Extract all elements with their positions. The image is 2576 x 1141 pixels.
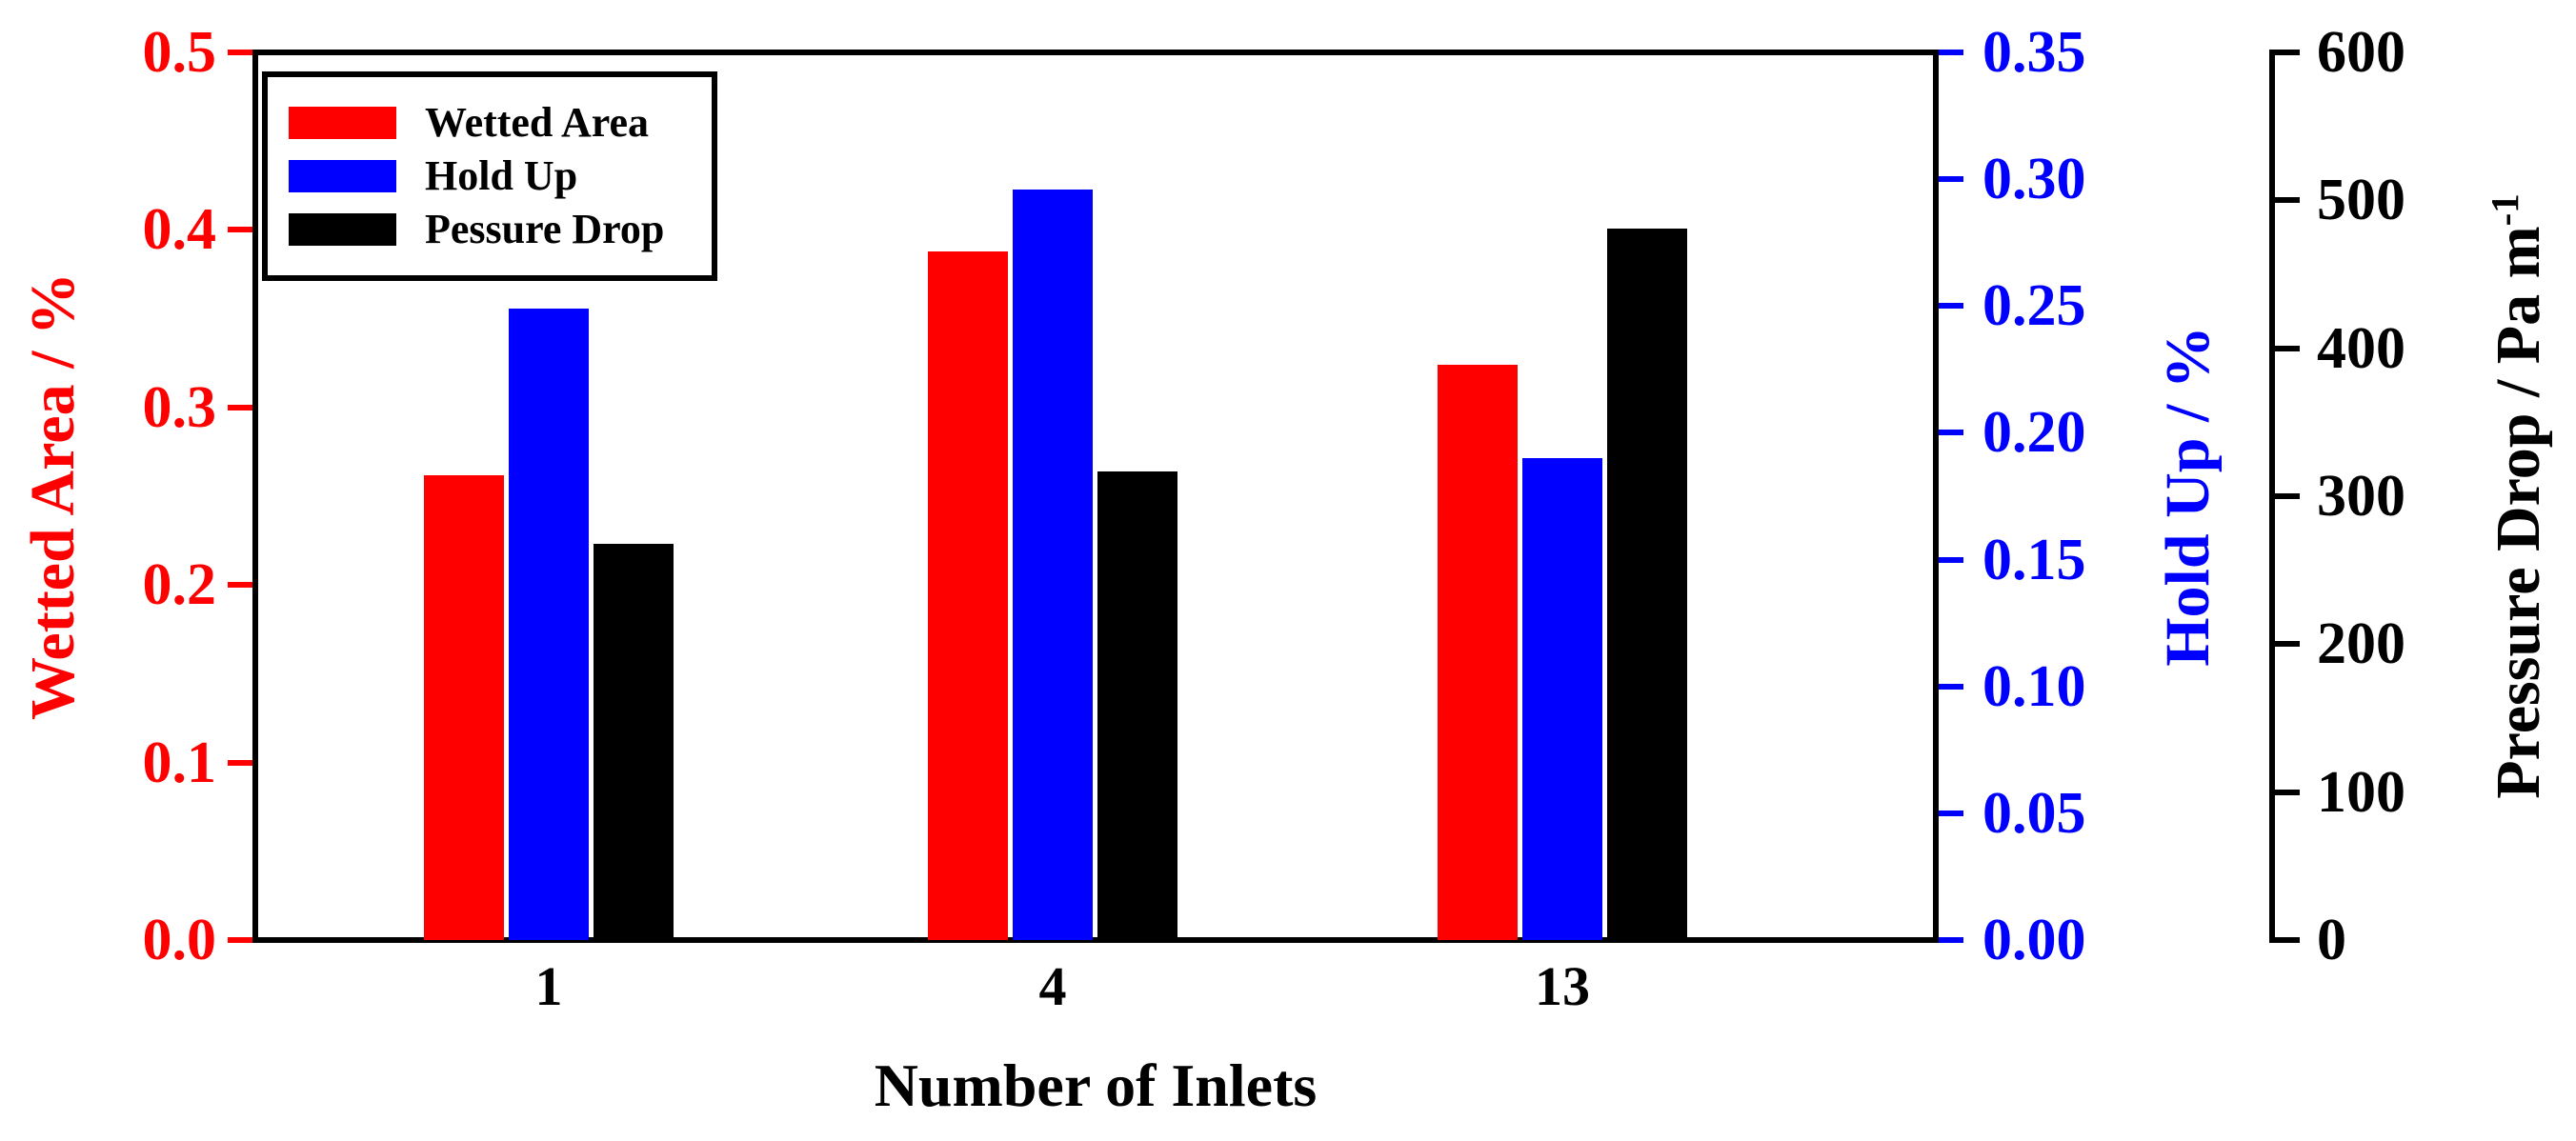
x-axis-title: Number of Inlets <box>874 1051 1318 1119</box>
holdup-axis-tick <box>1939 556 1963 563</box>
left-axis-tick-label: 0.3 <box>142 374 217 440</box>
left-axis-tick-label: 0.1 <box>142 730 217 795</box>
legend-label: Hold Up <box>425 152 578 199</box>
left-axis-tick-label: 0.0 <box>142 908 217 972</box>
pressure-axis-tick-label: 500 <box>2317 168 2405 233</box>
pressure-axis-tick <box>2275 789 2300 795</box>
left-axis-tick <box>228 404 252 410</box>
x-tick-label-13: 13 <box>1535 955 1590 1017</box>
legend-swatch-wetted-area <box>289 107 396 139</box>
bar-pessure-drop-1 <box>594 543 674 940</box>
holdup-axis-tick <box>1939 303 1963 310</box>
pressure-axis-tick <box>2275 50 2300 55</box>
legend-entry-wetted-area: Wetted Area <box>289 96 712 150</box>
left-axis-tick-label: 0.5 <box>142 20 217 85</box>
x-tick-label-4: 4 <box>1038 955 1067 1017</box>
x-tick-label-1: 1 <box>534 955 563 1017</box>
bar-wetted-area-1 <box>424 474 504 940</box>
holdup-axis-tick <box>1939 937 1963 943</box>
bar-wetted-area-13 <box>1438 365 1518 940</box>
plot-frame <box>252 50 1939 943</box>
pressure-axis-spine <box>2269 50 2275 943</box>
pressure-axis-tick <box>2275 493 2300 499</box>
holdup-axis-tick-label: 0.20 <box>1982 400 2086 466</box>
holdup-axis-tick <box>1939 683 1963 690</box>
left-axis-tick <box>228 582 252 589</box>
left-axis-tick-label: 0.2 <box>142 552 217 618</box>
legend-label: Wetted Area <box>425 99 650 146</box>
holdup-axis-tick-label: 0.25 <box>1982 273 2086 339</box>
holdup-axis-tick-label: 0.15 <box>1982 527 2086 592</box>
left-axis-tick <box>228 227 252 233</box>
holdup-axis-title-text: Hold Up / % <box>2153 326 2223 667</box>
pressure-axis-tick-label: 600 <box>2317 20 2405 85</box>
holdup-axis-title: Hold Up / % <box>2153 326 2223 667</box>
holdup-axis-tick <box>1939 430 1963 436</box>
holdup-axis-tick-label: 0.30 <box>1982 147 2086 212</box>
bar-hold-up-4 <box>1013 189 1093 940</box>
pressure-axis-tick-label: 0 <box>2317 908 2346 972</box>
pressure-axis-tick-label: 400 <box>2317 315 2405 381</box>
holdup-axis-tick <box>1939 176 1963 183</box>
left-axis-tick-label: 0.4 <box>142 197 217 263</box>
bar-hold-up-1 <box>509 308 589 940</box>
legend-swatch-hold-up <box>289 160 396 192</box>
pressure-axis-tick <box>2275 937 2300 943</box>
legend-entry-pessure-drop: Pessure Drop <box>289 203 712 256</box>
holdup-axis-tick <box>1939 50 1963 55</box>
pressure-axis-tick <box>2275 641 2300 648</box>
legend-label: Pessure Drop <box>425 206 665 252</box>
pressure-axis-tick <box>2275 345 2300 351</box>
pressure-axis-tick-label: 100 <box>2317 759 2405 825</box>
left-axis-title: Wetted Area / % <box>18 272 88 720</box>
bar-pessure-drop-13 <box>1607 228 1687 940</box>
bar-wetted-area-4 <box>928 250 1008 940</box>
holdup-axis-tick <box>1939 810 1963 816</box>
holdup-axis-tick-label: 0.05 <box>1982 780 2086 846</box>
pressure-axis-tick-label: 300 <box>2317 464 2405 529</box>
holdup-axis-tick-label: 0.10 <box>1982 653 2086 719</box>
bar-pessure-drop-4 <box>1097 470 1177 940</box>
left-axis-tick <box>228 937 252 943</box>
left-axis-tick <box>228 50 252 55</box>
holdup-axis-tick-label: 0.35 <box>1982 20 2086 85</box>
legend-swatch-pessure-drop <box>289 213 396 246</box>
left-axis-title-text: Wetted Area / % <box>18 272 88 720</box>
holdup-axis-tick-label: 0.00 <box>1982 908 2086 972</box>
left-axis-tick <box>228 759 252 766</box>
bar-hold-up-13 <box>1522 458 1602 940</box>
pressure-axis-tick-label: 200 <box>2317 611 2405 677</box>
legend-box: Wetted Area Hold Up Pessure Drop <box>262 71 717 281</box>
pressure-axis-tick <box>2275 197 2300 204</box>
legend-entry-hold-up: Hold Up <box>289 150 712 203</box>
